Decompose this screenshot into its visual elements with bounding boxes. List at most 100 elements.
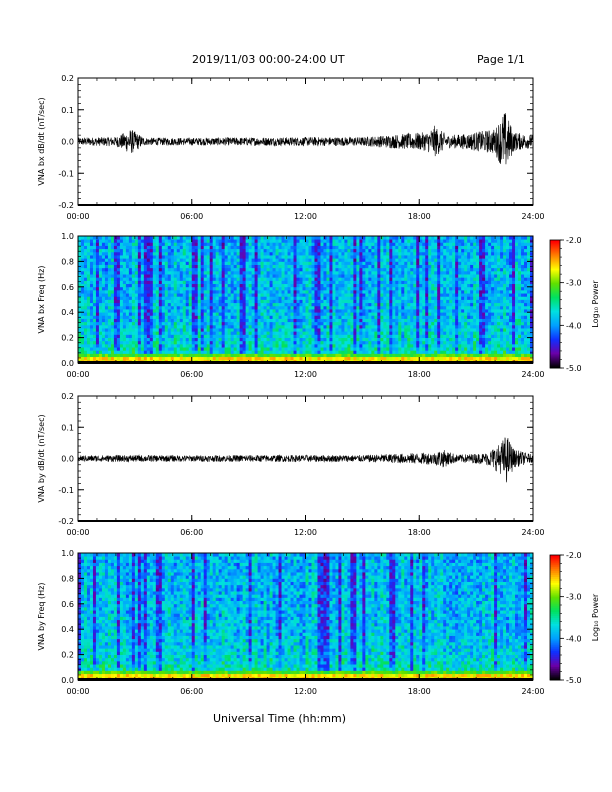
spectrogram-cell [224,277,229,281]
spectrogram-cell [212,274,217,278]
spectrogram-cell [437,347,441,351]
spectrogram-cell [251,283,256,288]
spectrogram-cell [158,334,163,338]
spectrogram-cell [182,324,187,329]
spectrogram-cell [146,277,151,281]
spectrogram-cell [224,293,229,297]
spectrogram-cell [398,242,402,246]
spectrogram-cell [431,251,435,256]
spectrogram-cell [422,321,426,326]
spectrogram-cell [398,258,402,262]
spectrogram-cell [92,350,97,354]
spectrogram-cell [218,251,223,256]
spectrogram-cell [242,293,247,297]
spectrogram-cell [266,293,270,297]
spectrogram-cell [131,315,136,319]
spectrogram-cell [347,283,351,288]
spectrogram-cell [131,296,136,300]
spectrogram-cell [413,239,417,243]
spectrogram-cell [173,315,178,319]
spectrogram-cell [158,343,163,348]
spectrogram-cell [269,258,273,262]
spectrogram-cell [212,280,217,285]
spectrogram-cell [227,312,232,316]
spectrogram-cell [302,267,306,272]
spectrogram-cell [176,258,181,262]
spectrogram-cell [248,299,253,304]
spectrogram-cell [137,236,142,240]
spectrogram-cell [347,296,351,300]
spectrogram-cell [338,270,342,275]
spectrogram-cell [317,248,321,253]
spectrogram-cell [215,239,220,243]
spectrogram-cell [146,356,151,361]
spectrogram-cell [422,296,426,300]
spectrogram-cell [239,286,244,291]
spectrogram-cell [194,277,199,281]
spectrogram-cell [230,331,235,335]
spectrogram-cell [191,309,196,313]
spectrogram-cell [206,251,211,256]
spectrogram-cell [440,305,444,310]
spectrogram-cell [215,277,220,281]
spectrogram-cell [161,302,166,307]
spectrogram-cell [137,251,142,256]
spectrogram-cell [416,258,420,262]
spectrogram-cell [146,328,151,332]
spectrogram-cell [293,328,297,332]
spectrogram-cell [425,309,429,313]
spectrogram-cell [170,315,175,319]
spectrogram-cell [242,315,247,319]
spectrogram-cell [299,337,303,342]
spectrogram-cell [392,350,396,354]
spectrogram-cell [182,318,187,323]
spectrogram-cell [152,286,157,291]
spectrogram-cell [293,334,297,338]
spectrogram-cell [302,293,306,297]
spectrogram-cell [296,350,300,354]
spectrogram-cell [116,331,121,335]
spectrogram-cell [326,236,330,240]
spectrogram-cell [335,283,339,288]
spectrogram-cell [257,305,261,310]
spectrogram-cell [419,242,423,246]
spectrogram-cell [275,239,279,243]
spectrogram-cell [86,242,91,246]
spectrogram-cell [146,347,151,351]
spectrogram-cell [110,302,115,307]
spectrogram-cell [314,283,318,288]
spectrogram-cell [197,350,202,354]
spectrogram-cell [218,242,223,246]
spectrogram-cell [416,318,420,323]
spectrogram-cell [281,350,285,354]
spectrogram-cell [80,261,85,265]
spectrogram-cell [104,264,109,269]
spectrogram-cell [80,267,85,272]
spectrogram-cell [416,302,420,307]
spectrogram-cell [194,242,199,246]
spectrogram-cell [176,242,181,246]
spectrogram-cell [245,245,250,250]
spectrogram-cell [239,334,244,338]
spectrogram-cell [185,337,190,342]
spectrogram-cell [167,321,172,326]
spectrogram-cell [311,267,315,272]
spectrogram-cell [341,255,345,259]
spectrogram-cell [377,296,381,300]
spectrogram-cell [179,248,184,253]
spectrogram-cell [425,328,429,332]
spectrogram-cell [245,280,250,285]
spectrogram-cell [362,264,366,269]
spectrogram-cell [404,356,408,361]
spectrogram-cell [230,299,235,304]
spectrogram-cell [281,270,285,275]
spectrogram-cell [251,236,256,240]
spectrogram-cell [335,340,339,345]
spectrogram-cell [113,328,118,332]
spectrogram-cell [362,328,366,332]
spectrogram-cell [380,251,384,256]
spectrogram-cell [347,277,351,281]
spectrogram-cell [170,309,175,313]
spectrogram-cell [293,318,297,323]
spectrogram-cell [413,347,417,351]
